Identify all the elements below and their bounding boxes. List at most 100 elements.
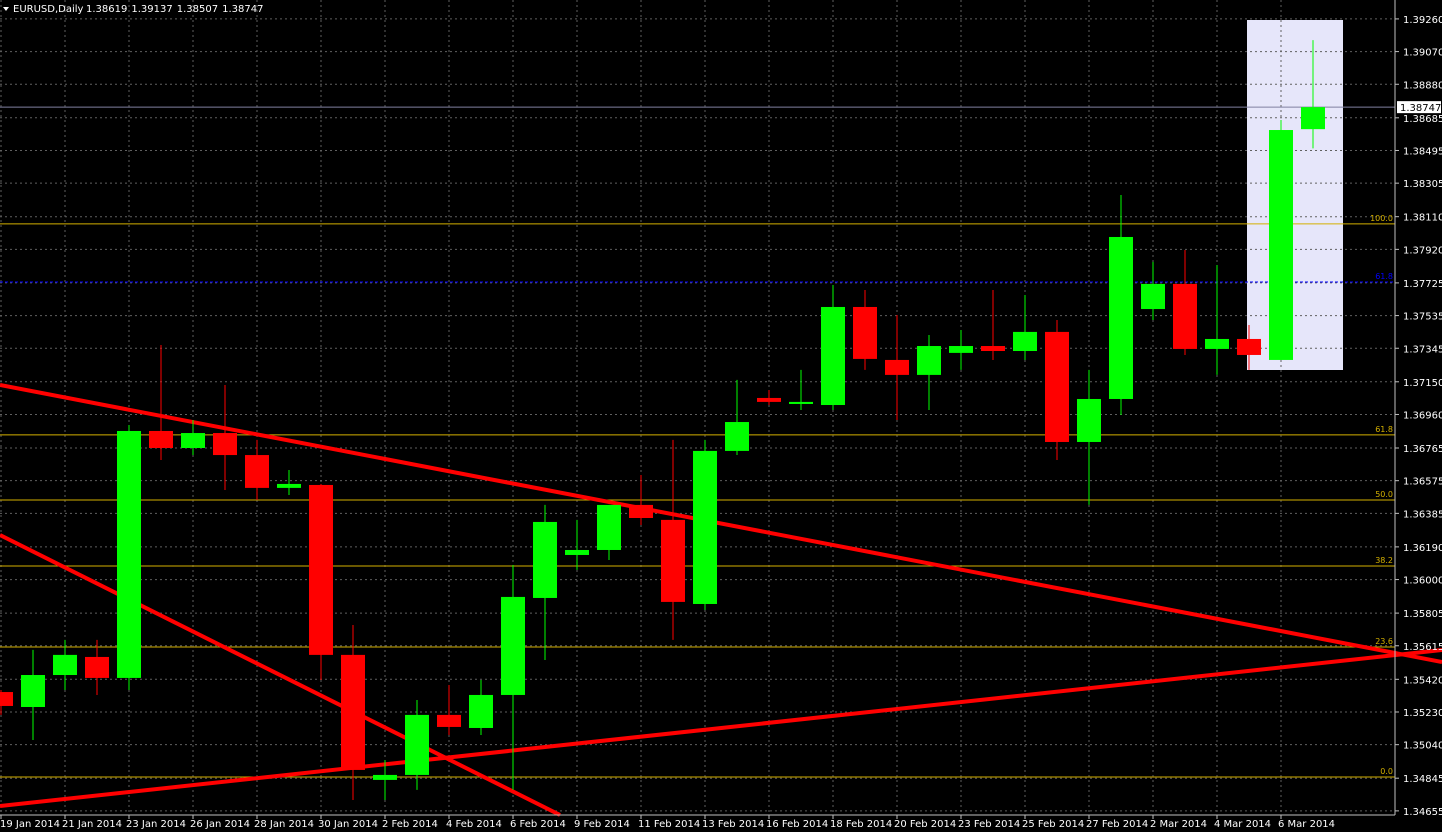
x-tick-label: 27 Feb 2014 [1086, 819, 1148, 830]
y-tick-label: 1.38685 [1403, 114, 1442, 125]
candle-body [821, 306, 845, 406]
grid [0, 0, 1395, 815]
y-tick-label: 1.37725 [1403, 279, 1442, 290]
y-tick-label: 1.38880 [1403, 80, 1442, 91]
y-tick-label: 1.35230 [1403, 708, 1442, 719]
candle-body [1109, 236, 1133, 399]
y-tick-label: 1.36765 [1403, 444, 1442, 455]
y-tick-label: 1.35615 [1403, 642, 1442, 653]
y-tick-label: 1.39070 [1403, 48, 1442, 59]
x-tick-label: 30 Jan 2014 [318, 819, 378, 830]
y-tick-label: 1.34845 [1403, 774, 1442, 785]
x-tick-label: 20 Feb 2014 [894, 819, 956, 830]
y-tick-label: 1.36575 [1403, 477, 1442, 488]
candle-body [21, 675, 45, 707]
candle-body [277, 483, 301, 488]
x-tick-label: 21 Jan 2014 [62, 819, 122, 830]
x-tick-label: 23 Feb 2014 [958, 819, 1020, 830]
menu-arrow[interactable] [3, 7, 9, 11]
candle-body [757, 397, 781, 402]
candle-body [373, 774, 397, 780]
axis: 1.39260 1.39070 1.38880 1.38685 1.38495 1.383… [0, 15, 1442, 830]
candle-body [85, 656, 109, 678]
x-tick-label: 26 Jan 2014 [190, 819, 250, 830]
candle-body [789, 401, 813, 404]
trend-line [0, 533, 561, 817]
candle-body [213, 433, 237, 456]
x-tick-label: 25 Feb 2014 [1022, 819, 1084, 830]
x-tick-label: 2 Mar 2014 [1150, 819, 1207, 830]
y-tick-label: 1.34655 [1403, 807, 1442, 818]
candle-body [309, 484, 333, 655]
candle-body [981, 346, 1005, 352]
candle-body [0, 692, 13, 706]
candle-body [885, 359, 909, 375]
x-tick-label: 19 Jan 2014 [0, 819, 60, 830]
candle-body [917, 346, 941, 375]
y-tick-label: 1.38110 [1403, 213, 1442, 224]
candle-body [597, 504, 621, 550]
y-tick-label: 1.38305 [1403, 179, 1442, 190]
fib-label: 61.8 [1375, 425, 1393, 434]
current-price-label: 1.38747 [1400, 103, 1441, 114]
candle-body [565, 549, 589, 555]
y-tick-label: 1.37535 [1403, 312, 1442, 323]
x-tick-label: 18 Feb 2014 [830, 819, 892, 830]
y-tick-label: 1.37920 [1403, 245, 1442, 256]
candle-body [533, 521, 557, 598]
candle-body [1077, 398, 1101, 442]
candle-body [149, 430, 173, 449]
x-tick-label: 2 Feb 2014 [382, 819, 438, 830]
x-tick-label: 11 Feb 2014 [638, 819, 700, 830]
highlight-box [1247, 20, 1343, 370]
y-tick-label: 1.36385 [1403, 509, 1442, 520]
candle-body [117, 430, 141, 678]
ohlc-value: 1.38507 [177, 4, 218, 15]
candle-body [501, 596, 525, 695]
y-tick-label: 1.35805 [1403, 609, 1442, 620]
fib-label: 38.2 [1375, 556, 1393, 565]
candle-body [1141, 283, 1165, 310]
candle-body [725, 422, 749, 451]
fib-label: 100.0 [1370, 214, 1393, 223]
trend-line [0, 648, 1442, 808]
current-price-box [1397, 101, 1441, 114]
fib-label: 50.0 [1375, 490, 1393, 499]
candle-body [437, 714, 461, 727]
trend-lines [0, 383, 1442, 817]
candles [0, 40, 1325, 801]
y-tick-label: 1.37150 [1403, 378, 1442, 389]
candle-body [1301, 107, 1325, 130]
x-tick-label: 6 Mar 2014 [1278, 819, 1335, 830]
candle-body [1045, 331, 1069, 442]
ohlc-value: 1.39137 [131, 4, 172, 15]
candle-body [1269, 130, 1293, 360]
y-tick-label: 1.39260 [1403, 15, 1442, 26]
candle-body [949, 346, 973, 353]
candle-body [181, 433, 205, 449]
candle-body [1205, 338, 1229, 349]
candle-body [1013, 331, 1037, 352]
y-tick-label: 1.35040 [1403, 741, 1442, 752]
x-tick-label: 4 Mar 2014 [1214, 819, 1271, 830]
x-tick-label: 13 Feb 2014 [702, 819, 764, 830]
candle-body [629, 504, 653, 518]
candle-body [1237, 338, 1261, 355]
candle-body [661, 519, 685, 602]
ohlc-value: 1.38619 [86, 4, 127, 15]
ohlc-info: 1.38619 1.39137 1.38507 1.38747 [86, 4, 263, 15]
candle-body [1173, 283, 1197, 349]
x-tick-label: 9 Feb 2014 [574, 819, 630, 830]
x-tick-label: 23 Jan 2014 [126, 819, 186, 830]
candle-body [245, 455, 269, 488]
trend-line [0, 383, 1442, 664]
fib-label: 61.8 [1375, 272, 1393, 281]
x-tick-label: 28 Jan 2014 [254, 819, 314, 830]
ohlc-value: 1.38747 [222, 4, 263, 15]
fib-label: 23.6 [1375, 637, 1393, 646]
y-tick-label: 1.37345 [1403, 344, 1442, 355]
y-tick-label: 1.38495 [1403, 146, 1442, 157]
x-tick-label: 6 Feb 2014 [510, 819, 566, 830]
